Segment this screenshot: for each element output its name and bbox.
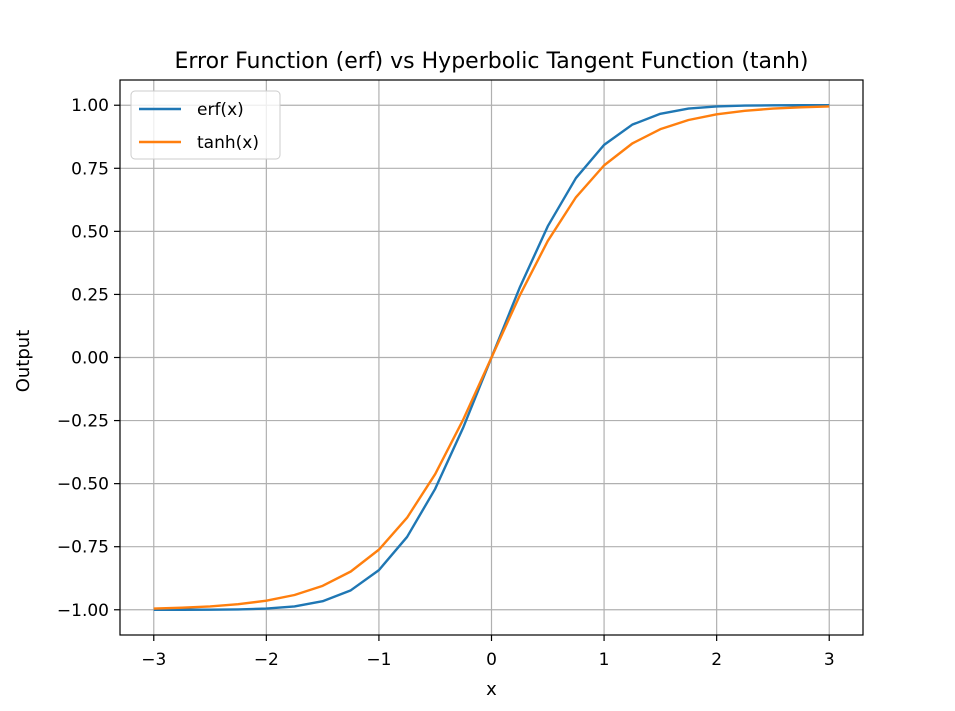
legend-label-1: tanh(x) [197,133,259,153]
series-group [153,104,830,611]
x-tick-label: 3 [824,650,835,670]
y-axis-label: Output [13,330,34,393]
ticks: −3 −2 −1 0 1 2 3 −1.00 −0.75 −0.50 −0.25 0.00 0.25 0.… [57,96,835,670]
x-axis-label: x [486,679,497,700]
x-tick-label: −1 [366,650,391,670]
y-tick-label: 0.75 [71,159,109,179]
y-tick-label: −0.50 [57,475,109,495]
series-line-1 [153,105,830,610]
legend-label-0: erf(x) [197,100,244,120]
y-tick-label: 0.00 [71,349,109,369]
y-tick-label: −0.25 [57,412,109,432]
legend: erf(x) tanh(x) [130,90,281,160]
chart-title: Error Function (erf) vs Hyperbolic Tange… [174,49,808,74]
x-tick-label: −2 [254,650,279,670]
y-tick-label: 0.25 [71,285,109,305]
y-tick-label: 1.00 [71,96,109,116]
y-tick-label: 0.50 [71,222,109,242]
x-tick-label: −3 [141,650,166,670]
y-tick-label: −1.00 [57,601,109,621]
y-tick-label: −0.75 [57,538,109,558]
x-tick-label: 1 [599,650,610,670]
x-tick-label: 2 [711,650,722,670]
x-tick-label: 0 [486,650,497,670]
